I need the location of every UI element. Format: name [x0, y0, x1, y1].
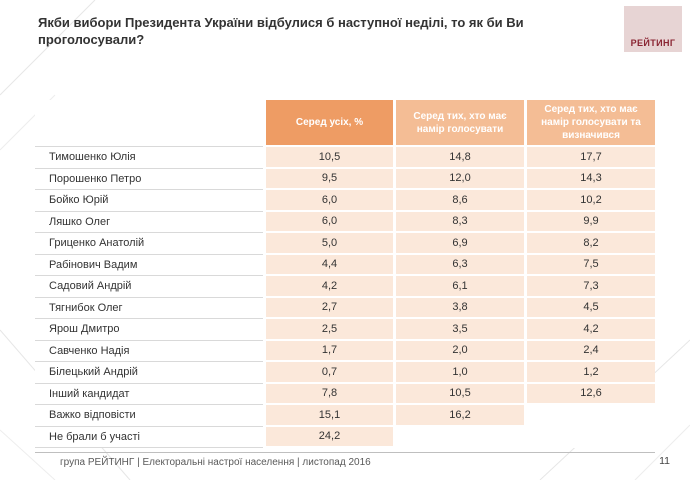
value-cell: 6,0	[263, 211, 393, 233]
value-cell: 6,1	[393, 276, 524, 298]
candidate-name: Савченко Надія	[35, 340, 263, 362]
value-cell: 8,3	[393, 211, 524, 233]
results-table-body: Тимошенко Юлія 10,5 14,8 17,7 Порошенко Петр…	[35, 147, 655, 448]
value-cell: 14,3	[524, 168, 655, 190]
value-cell: 2,7	[263, 297, 393, 319]
value-cell: 1,2	[524, 362, 655, 384]
value-cell: 6,3	[393, 254, 524, 276]
value-cell: 5,0	[263, 233, 393, 255]
page-title: Якби вибори Президента України відбулися…	[38, 15, 524, 47]
value-cell: 24,2	[263, 426, 393, 448]
table-row: Порошенко Петро 9,5 12,0 14,3	[35, 168, 655, 190]
table-row: Важко відповісти 15,1 16,2	[35, 405, 655, 427]
candidate-name: Тягнибок Олег	[35, 297, 263, 319]
value-cell: 3,5	[393, 319, 524, 341]
candidate-name: Ярош Дмитро	[35, 319, 263, 341]
value-cell: 12,0	[393, 168, 524, 190]
rating-logo-text: РЕЙТИНГ	[630, 38, 676, 48]
candidate-name: Інший кандидат	[35, 383, 263, 405]
candidate-name: Білецький Андрій	[35, 362, 263, 384]
column-header-intend-and-decided: Серед тих, хто має намір голосувати та в…	[524, 100, 655, 147]
footer-divider	[35, 452, 655, 453]
table-row: Тимошенко Юлія 10,5 14,8 17,7	[35, 147, 655, 169]
candidate-name: Бойко Юрій	[35, 190, 263, 212]
value-cell: 4,4	[263, 254, 393, 276]
value-cell: 6,9	[393, 233, 524, 255]
candidate-name: Порошенко Петро	[35, 168, 263, 190]
value-cell: 7,3	[524, 276, 655, 298]
value-cell: 12,6	[524, 383, 655, 405]
value-cell: 14,8	[393, 147, 524, 169]
candidate-name: Гриценко Анатолій	[35, 233, 263, 255]
value-cell: 8,2	[524, 233, 655, 255]
value-cell: 3,8	[393, 297, 524, 319]
column-header-among-all: Серед усіх, %	[263, 100, 393, 147]
table-row: Рабінович Вадим 4,4 6,3 7,5	[35, 254, 655, 276]
candidate-name: Ляшко Олег	[35, 211, 263, 233]
value-cell: 1,7	[263, 340, 393, 362]
table-row: Савченко Надія 1,7 2,0 2,4	[35, 340, 655, 362]
value-cell: 2,4	[524, 340, 655, 362]
table-row: Тягнибок Олег 2,7 3,8 4,5	[35, 297, 655, 319]
candidate-name: Садовий Андрій	[35, 276, 263, 298]
table-row: Білецький Андрій 0,7 1,0 1,2	[35, 362, 655, 384]
value-cell: 15,1	[263, 405, 393, 427]
value-cell: 8,6	[393, 190, 524, 212]
results-table: Серед усіх, % Серед тих, хто має намір г…	[35, 100, 655, 448]
value-cell: 4,2	[524, 319, 655, 341]
candidate-name: Рабінович Вадим	[35, 254, 263, 276]
value-cell	[524, 405, 655, 427]
table-row: Інший кандидат 7,8 10,5 12,6	[35, 383, 655, 405]
value-cell: 0,7	[263, 362, 393, 384]
value-cell: 17,7	[524, 147, 655, 169]
value-cell	[524, 426, 655, 448]
footer-text: група РЕЙТИНГ | Електоральні настрої нас…	[60, 457, 371, 468]
value-cell: 10,5	[263, 147, 393, 169]
value-cell: 16,2	[393, 405, 524, 427]
column-header-intend-to-vote: Серед тих, хто має намір голосувати	[393, 100, 524, 147]
value-cell	[393, 426, 524, 448]
value-cell: 10,2	[524, 190, 655, 212]
table-row: Ярош Дмитро 2,5 3,5 4,2	[35, 319, 655, 341]
value-cell: 4,5	[524, 297, 655, 319]
page-number: 11	[659, 455, 670, 467]
candidate-name: Важко відповісти	[35, 405, 263, 427]
value-cell: 10,5	[393, 383, 524, 405]
candidate-name: Тимошенко Юлія	[35, 147, 263, 169]
table-row: Садовий Андрій 4,2 6,1 7,3	[35, 276, 655, 298]
table-row: Не брали б участі 24,2	[35, 426, 655, 448]
value-cell: 2,0	[393, 340, 524, 362]
table-row: Ляшко Олег 6,0 8,3 9,9	[35, 211, 655, 233]
value-cell: 7,5	[524, 254, 655, 276]
table-header-row: Серед усіх, % Серед тих, хто має намір г…	[35, 100, 655, 147]
table-row: Бойко Юрій 6,0 8,6 10,2	[35, 190, 655, 212]
value-cell: 6,0	[263, 190, 393, 212]
table-row: Гриценко Анатолій 5,0 6,9 8,2	[35, 233, 655, 255]
value-cell: 9,5	[263, 168, 393, 190]
value-cell: 2,5	[263, 319, 393, 341]
candidate-name: Не брали б участі	[35, 426, 263, 448]
value-cell: 9,9	[524, 211, 655, 233]
value-cell: 4,2	[263, 276, 393, 298]
value-cell: 7,8	[263, 383, 393, 405]
rating-logo: РЕЙТИНГ	[624, 6, 682, 52]
empty-header-cell	[35, 100, 263, 147]
value-cell: 1,0	[393, 362, 524, 384]
